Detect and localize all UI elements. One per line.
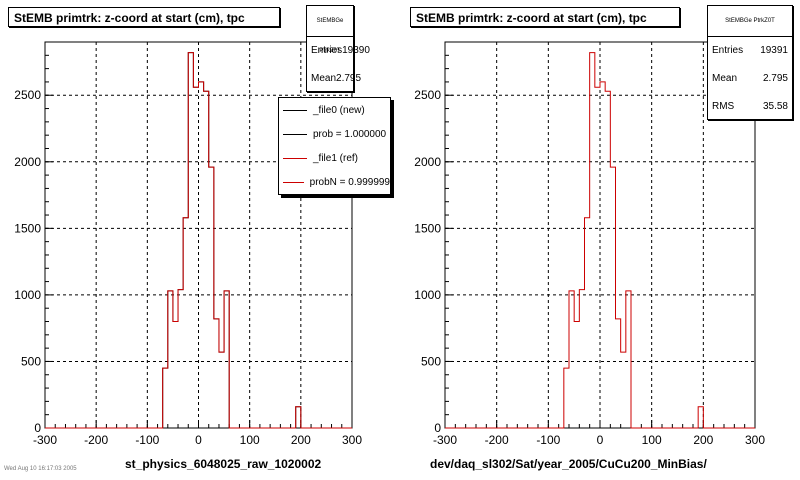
histogram-series-line (445, 52, 755, 429)
histogram-panel-right: -300 -200 -100 0 100 200 300 0 500 1000 1500 2000 25… (400, 0, 800, 480)
plot-title: StEMB primtrk: z-coord at start (cm), tp… (8, 7, 280, 27)
y-tick-label: 2000 (14, 155, 41, 169)
stats-value: 2.795 (762, 73, 788, 84)
stats-value: 19391 (760, 45, 788, 56)
legend-entry: _file0 (new) (279, 98, 390, 122)
y-tick-label: 500 (21, 354, 41, 368)
legend-label: probN = 0.999999 (309, 176, 390, 188)
x-tick-label: 200 (291, 433, 311, 447)
plot-title: StEMB primtrk: z-coord at start (cm), tp… (410, 7, 680, 27)
stats-label: Entries (712, 45, 744, 56)
x-tick-label: -100 (536, 433, 560, 447)
stats-row: Mean 2.795 (307, 65, 361, 93)
y-tick-label: 1500 (414, 221, 441, 235)
legend-line-swatch (283, 157, 307, 159)
histogram-plot-right: -300 -200 -100 0 100 200 300 0 500 1000 1500 2000 25… (414, 41, 765, 447)
y-tick-label: 1000 (414, 288, 441, 302)
x-tick-label: -300 (433, 433, 457, 447)
stats-value: 19390 (342, 45, 370, 56)
legend-entry: prob = 1.000000 (279, 122, 390, 146)
histogram-series-line (45, 52, 352, 429)
x-tick-label: -200 (485, 433, 509, 447)
y-tick-label: 1500 (14, 221, 41, 235)
y-tick-label: 0 (434, 421, 441, 435)
stats-label: RMS (712, 101, 735, 112)
legend-entry: probN = 0.999999 (279, 170, 390, 194)
stats-value: 35.58 (762, 101, 788, 112)
x-axis-title: dev/daq_sl302/Sat/year_2005/CuCu200_MinB… (430, 457, 707, 471)
y-tick-label: 2500 (414, 88, 441, 102)
stats-histogram-name: StEMBGe PtrkZ0T (708, 6, 792, 37)
x-tick-label: 300 (342, 433, 362, 447)
x-tick-label: 0 (195, 433, 202, 447)
stats-label: Mean (311, 73, 337, 84)
x-axis-title: st_physics_6048025_raw_1020002 (125, 457, 322, 471)
legend-label: _file1 (ref) (313, 152, 359, 164)
legend-entry: _file1 (ref) (279, 146, 390, 170)
stats-row: RMS 35.58 (708, 93, 792, 121)
x-tick-label: -300 (33, 433, 57, 447)
legend-line-swatch (283, 181, 304, 183)
y-tick-label: 0 (34, 421, 41, 435)
stats-histogram-name: StEMBGe PtrkZ0T (307, 6, 353, 54)
legend: _file0 (new) prob = 1.000000 _file1 (ref… (278, 97, 391, 195)
legend-label: prob = 1.000000 (313, 128, 387, 140)
histogram-panel-left: -300 -200 -100 0 100 200 300 0 500 1000 1500 2000 25… (8, 5, 391, 471)
y-tick-label: 2000 (414, 155, 441, 169)
x-tick-label: 0 (597, 433, 604, 447)
legend-line-swatch (283, 109, 307, 111)
legend-label: _file0 (new) (313, 104, 365, 116)
stats-label: Entries (311, 45, 343, 56)
stats-row: Entries 19391 (708, 37, 792, 65)
y-tick-label: 2500 (14, 88, 41, 102)
x-tick-label: 100 (642, 433, 662, 447)
stats-box: StEMBGe PtrkZ0T Entries 19391 Mean 2.795… (707, 5, 793, 120)
stats-value: 2.795 (336, 73, 362, 84)
x-tick-label: -100 (135, 433, 159, 447)
stats-label: Mean (712, 73, 738, 84)
stats-row: Mean 2.795 (708, 65, 792, 93)
y-tick-label: 1000 (14, 288, 41, 302)
x-tick-label: 100 (240, 433, 260, 447)
legend-line-swatch (283, 133, 307, 135)
histogram-plot-left: -300 -200 -100 0 100 200 300 0 500 1000 1500 2000 25… (14, 41, 362, 447)
x-tick-label: 300 (745, 433, 765, 447)
footer-timestamp: Wed Aug 10 16:17:03 2005 (4, 466, 77, 472)
stats-row: Entries 19390 (307, 37, 370, 65)
x-tick-label: 200 (693, 433, 713, 447)
y-tick-label: 500 (421, 354, 441, 368)
x-tick-label: -200 (84, 433, 108, 447)
stats-box: StEMBGe PtrkZ0T Entries 19390 Mean 2.795 (306, 5, 370, 93)
